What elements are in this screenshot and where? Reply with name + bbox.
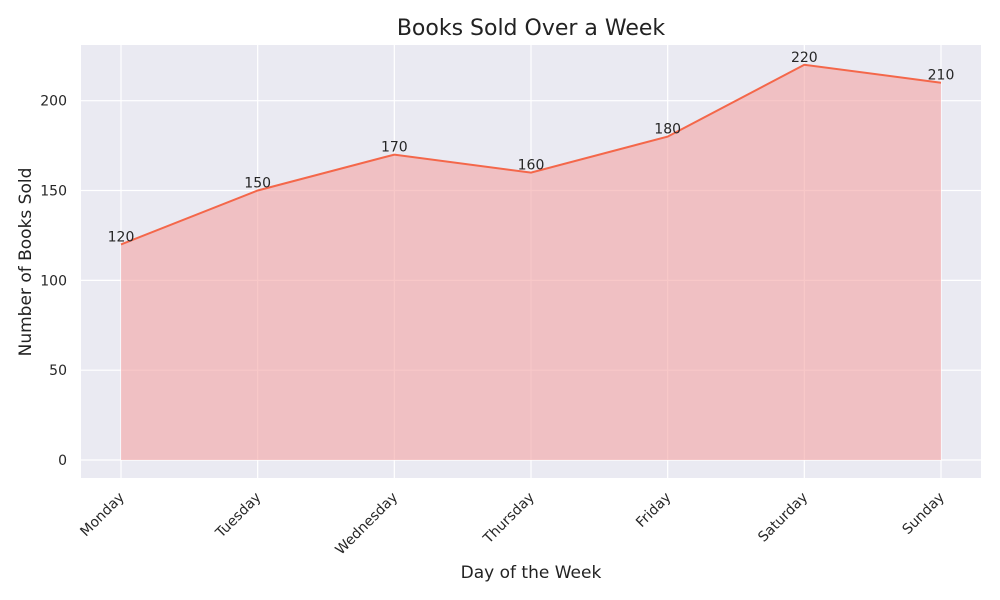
x-tick-label: Thursday bbox=[480, 490, 538, 548]
y-tick-label: 100 bbox=[40, 273, 67, 289]
x-axis-label: Day of the Week bbox=[461, 563, 602, 583]
data-label: 180 bbox=[654, 122, 681, 138]
chart-title: Books Sold Over a Week bbox=[397, 16, 666, 41]
data-labels: 120 150 170 160 180 220 210 bbox=[108, 50, 955, 246]
y-tick-label: 150 bbox=[40, 184, 67, 200]
area-fill bbox=[121, 64, 941, 461]
x-tick-label: Friday bbox=[633, 490, 674, 531]
y-tick-label: 0 bbox=[58, 453, 67, 469]
x-tick-label: Monday bbox=[77, 490, 127, 540]
data-label: 210 bbox=[928, 68, 955, 84]
data-label: 150 bbox=[244, 176, 271, 192]
series-line bbox=[120, 63, 942, 246]
x-tick-label: Tuesday bbox=[212, 490, 264, 542]
y-tick-label: 50 bbox=[49, 363, 67, 379]
x-tick-label: Wednesday bbox=[333, 490, 402, 559]
y-tick-label: 200 bbox=[40, 94, 67, 110]
data-label: 170 bbox=[381, 140, 408, 156]
x-tick-label: Saturday bbox=[755, 490, 811, 546]
x-axis-ticks: Monday Tuesday Wednesday Thursday Friday Satu… bbox=[77, 490, 947, 559]
data-label: 220 bbox=[791, 50, 818, 66]
data-label: 120 bbox=[108, 229, 135, 245]
y-axis-ticks: 0 50 100 150 200 bbox=[40, 94, 67, 469]
x-tick-label: Sunday bbox=[899, 490, 947, 538]
y-axis-label: Number of Books Sold bbox=[16, 168, 36, 357]
data-label: 160 bbox=[518, 158, 545, 174]
